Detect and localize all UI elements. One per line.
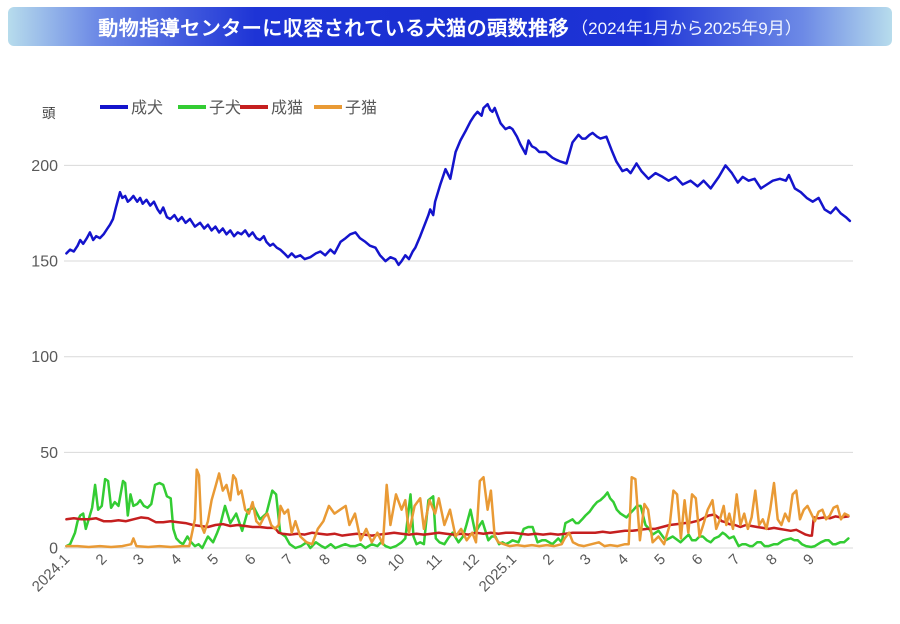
x-axis-tick-label: 5 (204, 551, 222, 569)
x-axis-tick-label: 4 (614, 551, 632, 569)
x-axis-tick-label: 2 (539, 551, 557, 569)
legend-label-puppy: 子犬 (209, 99, 241, 117)
x-axis-tick-label: 2025.1 (476, 551, 520, 595)
x-axis-tick-label: 3 (577, 551, 595, 569)
x-axis-tick-label: 9 (800, 551, 818, 569)
x-axis-tick-label: 2 (93, 551, 111, 569)
x-axis-tick-label: 10 (385, 551, 409, 575)
x-axis-tick-label: 8 (763, 551, 781, 569)
y-axis-tick-label: 150 (31, 254, 58, 271)
x-axis-tick-label: 8 (316, 551, 334, 569)
legend-label-adult-dog: 成犬 (131, 99, 163, 117)
y-axis-tick-label: 50 (40, 445, 58, 462)
y-axis-tick-label: 100 (31, 349, 58, 366)
legend-label-adult-cat: 成猫 (271, 99, 303, 117)
page-title: 動物指導センターに収容されている犬猫の頭数推移 (98, 18, 570, 40)
x-axis-tick-label: 6 (242, 551, 260, 569)
x-axis-tick-label: 5 (651, 551, 669, 569)
page-subtitle: （2024年1月から2025年9月） (571, 19, 802, 38)
x-axis-tick-label: 7 (726, 551, 744, 569)
x-axis-tick-label: 3 (130, 551, 148, 569)
series-line-kitten (65, 468, 850, 549)
x-axis-tick-label: 11 (423, 551, 446, 574)
series-line-puppy (65, 477, 850, 550)
y-axis-tick-label: 200 (31, 158, 58, 175)
y-axis-unit-label: 頭 (42, 106, 56, 121)
x-axis-tick-label: 7 (279, 551, 297, 569)
legend-label-kitten: 子猫 (345, 99, 377, 117)
x-axis-tick-label: 6 (688, 551, 706, 569)
y-axis-tick-label: 0 (49, 541, 58, 558)
x-axis-tick-label: 9 (353, 551, 371, 569)
x-axis-tick-label: 12 (459, 551, 483, 575)
x-axis-tick-label: 4 (167, 551, 185, 569)
series-line-adult-dog (65, 102, 852, 267)
title-banner: 動物指導センターに収容されている犬猫の頭数推移 （2024年1月から2025年9月… (8, 7, 892, 46)
